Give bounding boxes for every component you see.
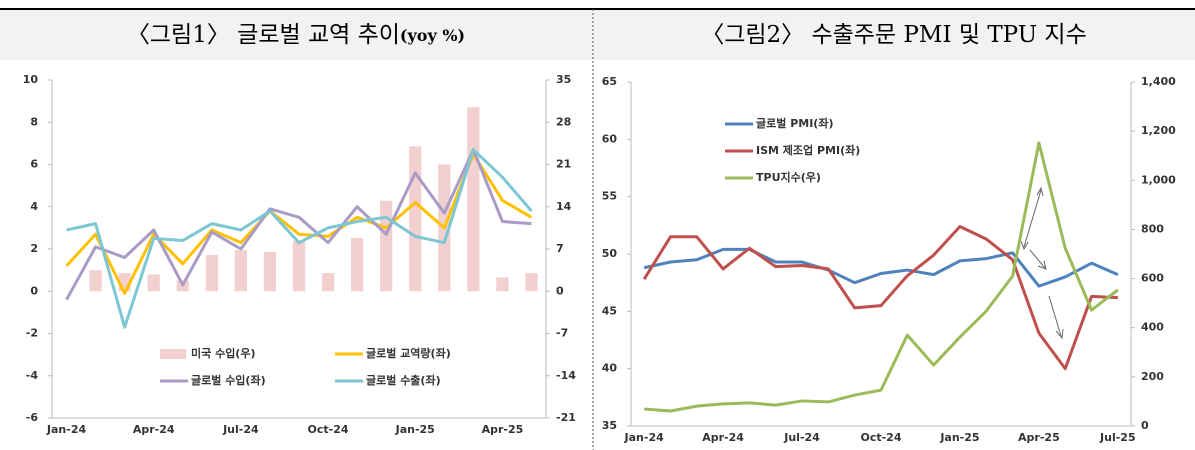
bar — [409, 146, 422, 292]
x-tick-label: Jul-24 — [783, 431, 820, 444]
y2-tick-label: 0 — [556, 284, 564, 297]
arrow — [1048, 295, 1062, 337]
arrowhead — [1020, 240, 1029, 251]
line — [642, 224, 1118, 371]
y-tick-label: 0 — [30, 284, 38, 297]
bar — [496, 277, 509, 292]
y2-tick-label: 14 — [556, 200, 572, 213]
x-tick-label: Jul-25 — [1099, 431, 1136, 444]
y-tick-label: 4 — [30, 200, 38, 213]
legend-swatch — [160, 349, 186, 359]
x-tick-label: Apr-24 — [702, 431, 744, 444]
y2-tick-label: -7 — [556, 327, 568, 340]
bar — [292, 240, 306, 292]
bar — [321, 273, 335, 292]
arrow — [1023, 189, 1042, 248]
y-tick-label: -6 — [26, 411, 39, 424]
y2-tick-label: 1,200 — [1141, 124, 1176, 137]
y2-tick-label: 21 — [556, 158, 571, 171]
y-tick-label: 55 — [602, 190, 617, 203]
y-tick-label: 8 — [30, 115, 38, 128]
y-tick-label: 2 — [30, 242, 38, 255]
y2-tick-label: -21 — [556, 411, 576, 424]
y2-tick-label: -14 — [556, 369, 576, 382]
x-tick-label: Apr-25 — [482, 423, 524, 436]
x-tick-label: Jan-25 — [395, 423, 435, 436]
x-tick-label: Oct-24 — [860, 431, 901, 444]
y-tick-label: 65 — [602, 75, 617, 88]
x-tick-label: Jan-25 — [939, 431, 979, 444]
bar — [263, 252, 277, 292]
title-unit: (yoy %) — [400, 26, 465, 45]
y-tick-label: -4 — [26, 369, 39, 382]
x-tick-label: Jan-24 — [46, 423, 87, 436]
y-tick-label: 6 — [30, 158, 38, 171]
y2-tick-label: 200 — [1141, 370, 1164, 383]
bar — [147, 274, 160, 292]
bar — [205, 255, 218, 292]
bar — [380, 200, 393, 292]
x-tick-label: Jul-24 — [222, 423, 259, 436]
arrowhead — [1036, 186, 1044, 197]
y-tick-label: 10 — [23, 73, 39, 86]
line — [66, 148, 533, 329]
bar — [525, 273, 538, 292]
legend-label: 글로벌 수입(좌) — [191, 373, 266, 387]
y-tick-label: 45 — [602, 304, 617, 317]
line — [644, 141, 1119, 413]
bar — [467, 107, 480, 292]
x-tick-label: Jan-24 — [624, 431, 665, 444]
y2-tick-label: 0 — [1141, 419, 1149, 432]
y2-tick-label: 35 — [556, 73, 571, 86]
y2-tick-label: 800 — [1141, 222, 1164, 235]
x-tick-label: Apr-25 — [1018, 431, 1060, 444]
legend-label: 글로벌 교역량(좌) — [366, 346, 451, 360]
arrowhead — [1037, 260, 1047, 270]
y-tick-label: 50 — [602, 247, 618, 260]
line — [65, 148, 532, 301]
y2-tick-label: 1,400 — [1141, 75, 1176, 88]
bar — [234, 250, 247, 292]
y-tick-label: 40 — [602, 362, 618, 375]
bar — [89, 270, 102, 292]
legend-label: 글로벌 수출(좌) — [366, 373, 441, 387]
title-main: 〈그림1〉 글로벌 교역 추이 — [127, 22, 400, 48]
legend-label: 미국 수입(우) — [191, 346, 255, 360]
chart-title: 〈그림1〉 글로벌 교역 추이(yoy %) — [127, 22, 465, 48]
legend-label: ISM 제조업 PMI(좌) — [756, 143, 860, 157]
legend-label: TPU지수(우) — [756, 170, 821, 184]
y2-tick-label: 1,000 — [1141, 173, 1176, 186]
y2-tick-label: 7 — [556, 242, 564, 255]
header-band — [0, 9, 1195, 60]
y2-tick-label: 28 — [556, 115, 571, 128]
legend-label: 글로벌 PMI(좌) — [756, 116, 833, 130]
line — [643, 247, 1119, 288]
arrow — [1029, 249, 1046, 269]
y2-tick-label: 600 — [1141, 272, 1164, 285]
y-tick-label: 35 — [602, 419, 617, 432]
chart-title: 〈그림2〉 수출주문 PMI 및 TPU 지수 — [701, 22, 1087, 48]
line — [65, 152, 533, 295]
x-tick-label: Oct-24 — [308, 423, 349, 436]
y2-tick-label: 400 — [1141, 321, 1164, 334]
y-tick-label: 60 — [602, 132, 618, 145]
x-tick-label: Apr-24 — [133, 423, 175, 436]
arrowhead — [1055, 328, 1064, 340]
annotation-arrows — [1020, 186, 1064, 340]
y-tick-label: -2 — [26, 327, 38, 340]
bar — [351, 238, 364, 292]
